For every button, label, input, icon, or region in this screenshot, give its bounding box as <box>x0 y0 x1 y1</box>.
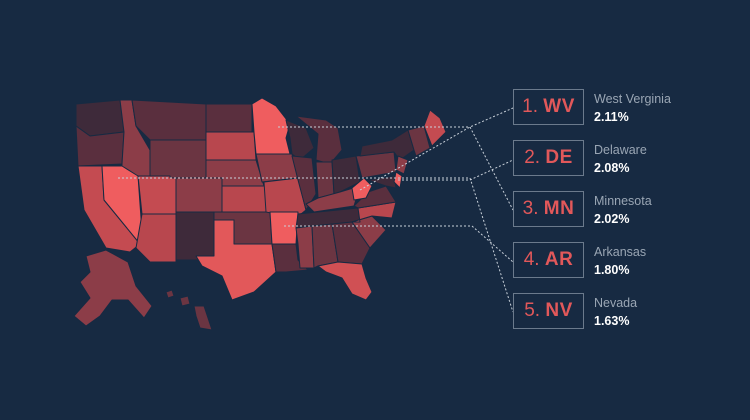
state-in <box>315 161 335 199</box>
state-mi <box>295 115 343 165</box>
state-nm <box>175 211 215 261</box>
state-mn <box>251 97 291 155</box>
state-name-wv: West Verginia <box>594 92 671 106</box>
state-hi <box>165 289 213 331</box>
state-wy <box>149 139 207 179</box>
state-ar <box>269 211 299 245</box>
state-name-ar: Arkansas <box>594 245 647 259</box>
rank-box-mn: 3. MN <box>513 191 584 227</box>
rank-number: 4. <box>523 249 540 270</box>
state-me <box>423 109 447 147</box>
state-wv <box>351 177 373 201</box>
leader-line-ar <box>284 225 514 263</box>
leader-line-nv <box>118 177 514 313</box>
state-nj <box>395 155 409 175</box>
state-md <box>367 175 397 189</box>
state-name-nv: Nevada <box>594 296 638 310</box>
rank-box-de: 2. DE <box>513 140 584 176</box>
rank-number: 3. <box>522 198 539 219</box>
state-percentage-de: 2.08% <box>594 161 630 175</box>
leader-line-de <box>398 159 514 181</box>
state-ak <box>73 249 153 327</box>
state-sd <box>205 131 257 161</box>
rank-number: 1. <box>522 96 538 117</box>
state-co <box>175 177 223 213</box>
state-abbreviation: AR <box>544 249 574 270</box>
state-ne-states <box>407 125 431 157</box>
rank-box-ar: 4. AR <box>513 242 584 278</box>
rank-number: 2. <box>524 147 541 168</box>
state-ga <box>331 221 371 265</box>
rank-number: 5. <box>524 300 541 321</box>
state-abbreviation: MN <box>543 198 575 219</box>
state-ut <box>137 175 177 215</box>
state-percentage-nv: 1.63% <box>594 314 630 328</box>
state-percentage-wv: 2.11% <box>594 110 629 124</box>
state-fl <box>317 261 373 301</box>
state-ks <box>221 185 267 213</box>
state-name-mn: Minnesota <box>594 194 652 208</box>
state-abbreviation: NV <box>545 300 573 321</box>
state-tx <box>195 219 277 301</box>
state-abbreviation: WV <box>543 96 575 117</box>
state-ny <box>359 129 415 161</box>
state-abbreviation: DE <box>545 147 573 168</box>
state-az <box>135 213 177 263</box>
state-mt <box>131 99 207 141</box>
state-la <box>271 243 309 273</box>
state-name-de: Delaware <box>594 143 647 157</box>
leader-line-mn <box>278 126 514 211</box>
state-percentage-mn: 2.02% <box>594 212 630 226</box>
rank-box-wv: 1. WV <box>513 89 584 125</box>
state-percentage-ar: 1.80% <box>594 263 630 277</box>
rank-box-nv: 5. NV <box>513 293 584 329</box>
state-nd <box>205 103 253 133</box>
state-oh <box>331 155 361 195</box>
